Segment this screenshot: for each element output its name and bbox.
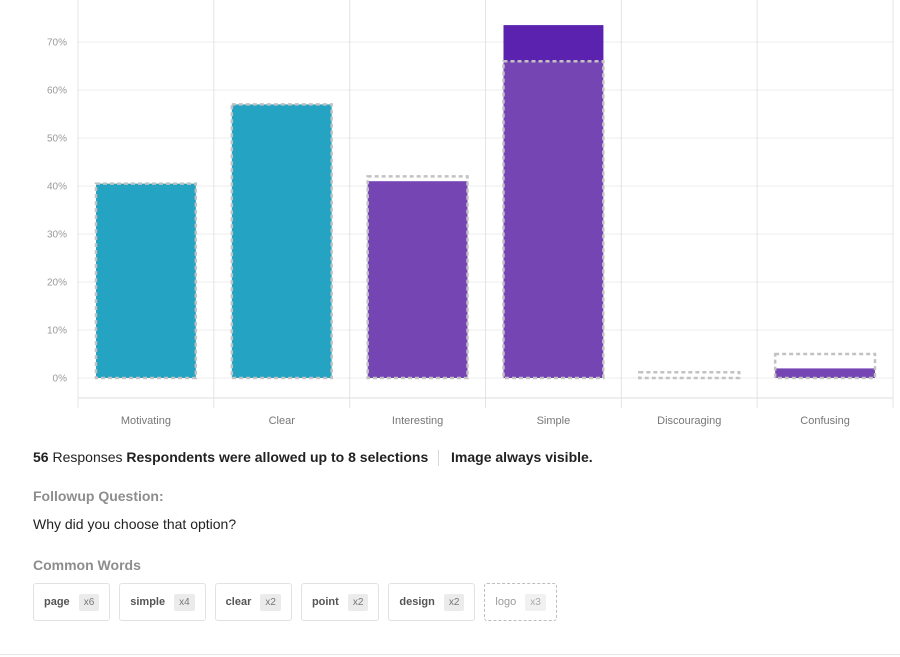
- y-tick-label: 50%: [47, 134, 67, 145]
- word-chip[interactable]: logo x3: [484, 583, 557, 621]
- word-chip-label: clear: [225, 596, 252, 608]
- bar: [231, 104, 332, 379]
- word-chip-count: x2: [347, 593, 369, 611]
- word-chip[interactable]: clear x2: [214, 583, 292, 621]
- category-label: Confusing: [800, 415, 850, 427]
- response-count: 56: [33, 449, 49, 465]
- category-label: Clear: [269, 415, 296, 427]
- category-label: Interesting: [392, 415, 443, 427]
- stats-divider: [438, 450, 440, 467]
- word-chip[interactable]: simple x4: [119, 583, 206, 621]
- comparison-outline: [94, 182, 198, 380]
- word-chip[interactable]: page x6: [33, 583, 111, 621]
- y-tick-label: 20%: [47, 278, 67, 289]
- bar: [503, 25, 604, 378]
- word-chip-count: x2: [443, 593, 465, 611]
- category-label: Discouraging: [657, 415, 721, 427]
- word-chip-count: x2: [260, 593, 281, 611]
- word-chip[interactable]: design x2: [388, 583, 476, 621]
- y-tick-label: 0%: [53, 374, 68, 385]
- selections-note: Respondents were allowed up to 8 selecti…: [126, 449, 429, 465]
- y-tick-label: 30%: [47, 230, 67, 241]
- y-tick-label: 10%: [47, 326, 67, 337]
- bar: [96, 183, 196, 378]
- y-tick-label: 60%: [47, 86, 67, 97]
- word-chip-count: x3: [525, 593, 546, 611]
- responses-label: Responses: [52, 449, 123, 465]
- followup-title: Followup Question:: [33, 488, 164, 504]
- word-chip-label: simple: [130, 596, 166, 608]
- comparison-outline: [230, 103, 333, 380]
- followup-question: Why did you choose that option?: [33, 516, 237, 532]
- comparison-outline: [366, 175, 469, 380]
- word-chip-label: page: [44, 596, 70, 608]
- common-words-title: Common Words: [33, 557, 141, 573]
- word-chip-label: logo: [495, 596, 517, 608]
- comparison-outline: [773, 352, 877, 380]
- comparison-outline: [638, 370, 741, 380]
- bar: [775, 368, 875, 378]
- response-stats: 56 Responses Respondents were allowed up…: [33, 449, 593, 467]
- bar-overflow: [503, 25, 604, 62]
- word-chip-label: point: [311, 596, 339, 608]
- bar: [367, 181, 468, 378]
- bottom-divider: [0, 654, 900, 655]
- word-chip-count: x4: [174, 593, 195, 611]
- word-chip-count: x6: [78, 593, 100, 611]
- word-chip[interactable]: point x2: [300, 583, 380, 621]
- common-words-list: page x6 simple x4 clear x2 point x2 design x2 logo…: [33, 583, 557, 621]
- category-label: Simple: [537, 415, 571, 427]
- category-label: Motivating: [121, 415, 171, 427]
- y-tick-label: 40%: [47, 182, 67, 193]
- image-visibility-note: Image always visible.: [451, 449, 593, 465]
- comparison-outline: [502, 59, 605, 380]
- y-tick-label: 70%: [47, 38, 67, 49]
- bar-chart: 0% 10% 20% 30% 40% 50% 60% 70% Motivating Clear In…: [47, 0, 894, 427]
- word-chip-label: design: [399, 596, 435, 608]
